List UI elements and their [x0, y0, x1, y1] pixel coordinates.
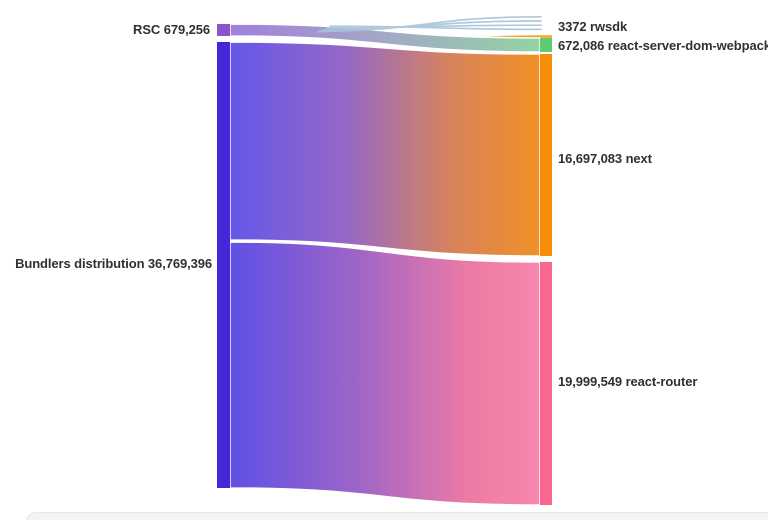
- label-react-server-dom-webpack: 672,086 react-server-dom-webpack: [558, 38, 768, 54]
- label-rsc: RSC 679,256: [133, 22, 210, 38]
- label-bundlers: Bundlers distribution 36,769,396: [15, 256, 212, 272]
- node-react-router[interactable]: [540, 262, 552, 505]
- label-next: 16,697,083 next: [558, 151, 652, 167]
- link-bundlers-react-router[interactable]: [229, 241, 541, 506]
- node-react-server-dom-webpack[interactable]: [540, 38, 552, 52]
- node-next[interactable]: [540, 54, 552, 256]
- node-rsc[interactable]: [217, 24, 230, 36]
- label-rwsdk: 3372 rwsdk: [558, 19, 628, 35]
- node-bundlers[interactable]: [217, 42, 230, 488]
- link-bundlers-next[interactable]: [229, 41, 541, 257]
- bottom-card-top-edge: [26, 512, 768, 520]
- label-react-router: 19,999,549 react-router: [558, 374, 698, 390]
- link-rsc-rwsdk[interactable]: [317, 15, 542, 33]
